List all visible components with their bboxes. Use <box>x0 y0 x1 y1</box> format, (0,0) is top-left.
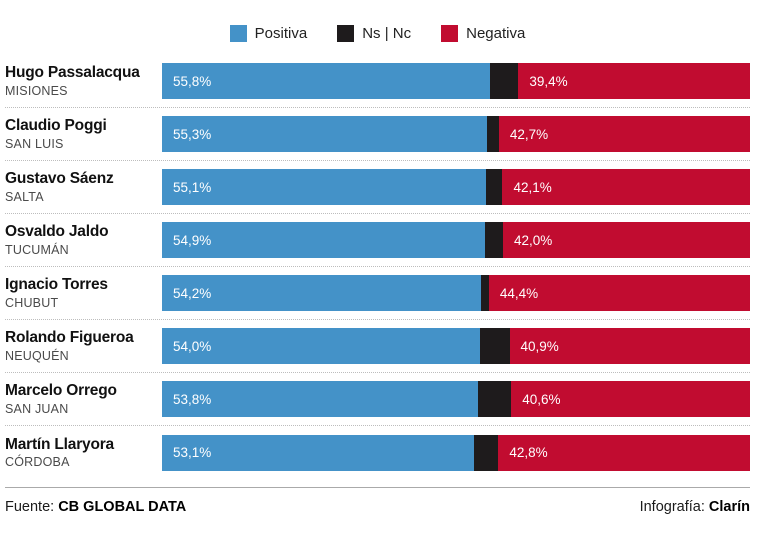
governor-name: Ignacio Torres <box>5 276 108 294</box>
nsnc-segment <box>474 434 499 471</box>
positive-value-label: 54,0% <box>173 338 212 354</box>
row-label: Martín Llaryora CÓRDOBA <box>5 435 162 471</box>
negative-segment: 42,8% <box>498 434 750 471</box>
governor-region: SAN JUAN <box>5 401 69 416</box>
governor-name: Rolando Figueroa <box>5 329 134 347</box>
legend-label: Positiva <box>254 24 308 42</box>
legend-item: Ns | Nc <box>337 24 412 42</box>
governor-row: Claudio Poggi SAN LUIS 55,3% 42,7% <box>5 108 750 161</box>
source-credit: Fuente: CB GLOBAL DATA <box>5 499 186 515</box>
chart-legend: Positiva Ns | Nc Negativa <box>5 24 750 42</box>
positive-value-label: 54,9% <box>173 232 212 248</box>
governor-row: Marcelo Orrego SAN JUAN 53,8% 40,6% <box>5 373 750 426</box>
positive-value-label: 53,8% <box>173 391 212 407</box>
positive-value-label: 55,3% <box>173 126 212 142</box>
positive-segment: 55,1% <box>162 169 486 205</box>
nsnc-segment <box>490 63 519 99</box>
negative-segment: 42,0% <box>503 222 750 258</box>
negative-value-label: 39,4% <box>529 73 568 89</box>
legend-swatch-icon <box>441 24 459 42</box>
governor-region: CHUBUT <box>5 295 59 310</box>
row-label: Rolando Figueroa NEUQUÉN <box>5 328 162 364</box>
positive-value-label: 55,1% <box>173 179 212 195</box>
stacked-bar: 54,0% 40,9% <box>162 328 750 364</box>
nsnc-segment <box>478 381 512 417</box>
governor-row: Hugo Passalacqua MISIONES 55,8% 39,4% <box>5 55 750 108</box>
legend-label: Ns | Nc <box>362 24 412 42</box>
governor-region: SALTA <box>5 189 44 204</box>
governor-name: Osvaldo Jaldo <box>5 223 109 241</box>
negative-segment: 42,1% <box>502 169 750 205</box>
nsnc-segment <box>485 169 503 205</box>
legend-item: Negativa <box>441 24 526 42</box>
governor-name: Claudio Poggi <box>5 117 107 135</box>
positive-segment: 54,2% <box>162 275 481 311</box>
stacked-bar: 54,2% 44,4% <box>162 275 750 311</box>
credit-label: Infografía: <box>639 499 705 515</box>
infographic-credit: Infografía: Clarín <box>640 499 750 515</box>
governor-region: MISIONES <box>5 83 68 98</box>
negative-segment: 40,6% <box>511 381 750 417</box>
negative-segment: 42,7% <box>498 116 750 152</box>
positive-segment: 54,0% <box>162 328 480 364</box>
positive-segment: 53,8% <box>162 381 479 417</box>
positive-segment: 55,3% <box>162 116 488 152</box>
stacked-bar: 55,3% 42,7% <box>162 116 750 152</box>
governor-region: NEUQUÉN <box>5 348 69 363</box>
row-label: Gustavo Sáenz SALTA <box>5 169 162 205</box>
positive-value-label: 55,8% <box>173 73 212 89</box>
negative-value-label: 42,1% <box>513 179 552 195</box>
negative-segment: 40,9% <box>509 328 750 364</box>
governor-name: Hugo Passalacqua <box>5 64 140 82</box>
negative-segment: 39,4% <box>518 63 750 99</box>
nsnc-segment <box>480 275 489 311</box>
governor-row: Ignacio Torres CHUBUT 54,2% 44,4% <box>5 267 750 320</box>
positive-segment: 54,9% <box>162 222 485 258</box>
stacked-bar: 54,9% 42,0% <box>162 222 750 258</box>
stacked-bar: 55,1% 42,1% <box>162 169 750 205</box>
negative-value-label: 42,7% <box>509 126 549 142</box>
positive-segment: 53,1% <box>162 434 475 471</box>
negative-value-label: 42,8% <box>509 445 548 460</box>
footer: Fuente: CB GLOBAL DATA Infografía: Clarí… <box>5 487 750 515</box>
positive-segment: 55,8% <box>162 63 491 99</box>
positive-value-label: 53,1% <box>173 445 212 460</box>
legend-label: Negativa <box>466 24 526 42</box>
credit-value: Clarín <box>708 499 750 515</box>
governor-name: Martín Llaryora <box>5 435 114 453</box>
nsnc-segment <box>479 328 510 364</box>
governor-region: TUCUMÁN <box>5 242 69 257</box>
governor-row: Martín Llaryora CÓRDOBA 53,1% 42,8% <box>5 426 750 479</box>
nsnc-segment <box>484 222 504 258</box>
governor-region: SAN LUIS <box>5 136 64 151</box>
row-label: Marcelo Orrego SAN JUAN <box>5 381 162 417</box>
legend-swatch-icon <box>337 24 355 42</box>
nsnc-segment <box>487 116 499 152</box>
negative-segment: 44,4% <box>488 275 750 311</box>
governor-name: Marcelo Orrego <box>5 382 117 400</box>
negative-value-label: 44,4% <box>499 285 539 301</box>
legend-swatch-icon <box>229 24 247 42</box>
governor-row: Gustavo Sáenz SALTA 55,1% 42,1% <box>5 161 750 214</box>
negative-value-label: 40,6% <box>522 391 561 407</box>
stacked-bar: 53,8% 40,6% <box>162 381 750 417</box>
stacked-bar: 53,1% 42,8% <box>162 434 750 471</box>
positive-value-label: 54,2% <box>173 285 212 301</box>
chart-rows: Hugo Passalacqua MISIONES 55,8% 39,4% Cl… <box>5 55 750 479</box>
legend-item: Positiva <box>229 24 308 42</box>
row-label: Claudio Poggi SAN LUIS <box>5 116 162 152</box>
approval-infographic: Positiva Ns | Nc Negativa Hugo Passalacq… <box>0 24 760 559</box>
row-label: Ignacio Torres CHUBUT <box>5 275 162 311</box>
row-label: Hugo Passalacqua MISIONES <box>5 63 162 99</box>
governor-row: Osvaldo Jaldo TUCUMÁN 54,9% 42,0% <box>5 214 750 267</box>
stacked-bar: 55,8% 39,4% <box>162 63 750 99</box>
governor-row: Rolando Figueroa NEUQUÉN 54,0% 40,9% <box>5 320 750 373</box>
negative-value-label: 40,9% <box>520 338 559 354</box>
governor-region: CÓRDOBA <box>5 455 70 470</box>
governor-name: Gustavo Sáenz <box>5 170 114 188</box>
row-label: Osvaldo Jaldo TUCUMÁN <box>5 222 162 258</box>
source-label: Fuente: <box>5 499 55 515</box>
negative-value-label: 42,0% <box>514 232 553 248</box>
source-value: CB GLOBAL DATA <box>58 499 187 515</box>
